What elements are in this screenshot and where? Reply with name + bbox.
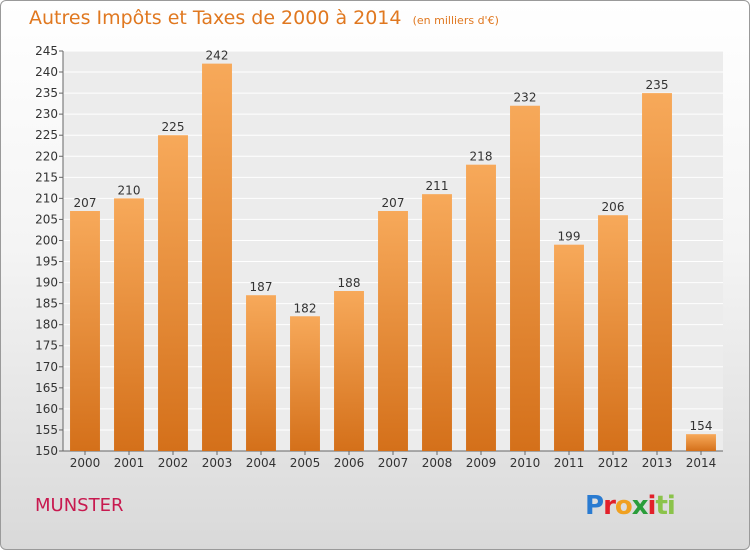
bar [246,295,276,451]
bar [290,316,320,451]
y-tick-label: 225 [35,128,58,142]
data-label: 154 [690,419,713,433]
data-label: 225 [162,120,185,134]
y-tick-label: 245 [35,44,58,58]
x-tick-label: 2004 [246,456,277,470]
x-tick-label: 2007 [378,456,409,470]
x-tick-label: 2002 [158,456,189,470]
x-tick-label: 2014 [686,456,717,470]
x-tick-label: 2003 [202,456,233,470]
y-tick-label: 235 [35,86,58,100]
city-label: MUNSTER [35,495,124,516]
bar [378,211,408,451]
data-label: 199 [558,230,581,244]
y-tick-label: 195 [35,255,58,269]
x-tick-label: 2013 [642,456,673,470]
data-label: 187 [250,280,273,294]
y-tick-label: 175 [35,339,58,353]
data-label: 182 [294,301,317,315]
bar [158,135,188,452]
data-label: 207 [74,196,97,210]
chart-title: Autres Impôts et Taxes de 2000 à 2014 (e… [29,7,499,29]
data-label: 211 [426,179,449,193]
chart-title-unit: (en milliers d'€) [412,14,499,27]
x-tick-label: 2011 [554,456,585,470]
bar [642,93,672,452]
y-tick-label: 160 [35,402,58,416]
y-tick-label: 240 [35,65,58,79]
y-tick-label: 170 [35,360,58,374]
chart-title-main: Autres Impôts et Taxes de 2000 à 2014 [29,7,402,29]
bar [202,63,232,451]
data-label: 218 [470,150,493,164]
x-tick-label: 2010 [510,456,541,470]
bar [598,215,628,451]
bar [70,211,100,451]
y-tick-label: 165 [35,381,58,395]
x-tick-label: 2005 [290,456,321,470]
bar [334,291,364,451]
bar [554,244,584,451]
y-tick-label: 230 [35,107,58,121]
x-tick-label: 2000 [70,456,101,470]
data-label: 207 [382,196,405,210]
bar [466,164,496,451]
data-label: 232 [514,91,537,105]
y-tick-label: 150 [35,444,58,458]
y-tick-label: 155 [35,423,58,437]
proxiti-logo: Proxiti [585,491,676,521]
y-tick-label: 210 [35,191,58,205]
y-tick-label: 200 [35,233,58,247]
y-tick-label: 185 [35,297,58,311]
y-tick-label: 215 [35,170,58,184]
data-label: 235 [646,78,669,92]
bar [510,105,540,451]
x-tick-label: 2006 [334,456,365,470]
y-tick-label: 220 [35,149,58,163]
x-tick-label: 2008 [422,456,453,470]
x-tick-label: 2009 [466,456,497,470]
y-tick-label: 190 [35,276,58,290]
y-tick-label: 205 [35,212,58,226]
data-label: 206 [602,200,625,214]
data-label: 210 [118,183,141,197]
y-tick-label: 180 [35,318,58,332]
x-tick-label: 2001 [114,456,145,470]
data-label: 188 [338,276,361,290]
bar [422,194,452,451]
bar [114,198,144,451]
x-tick-label: 2012 [598,456,629,470]
data-label: 242 [206,49,229,63]
bar [686,434,716,451]
